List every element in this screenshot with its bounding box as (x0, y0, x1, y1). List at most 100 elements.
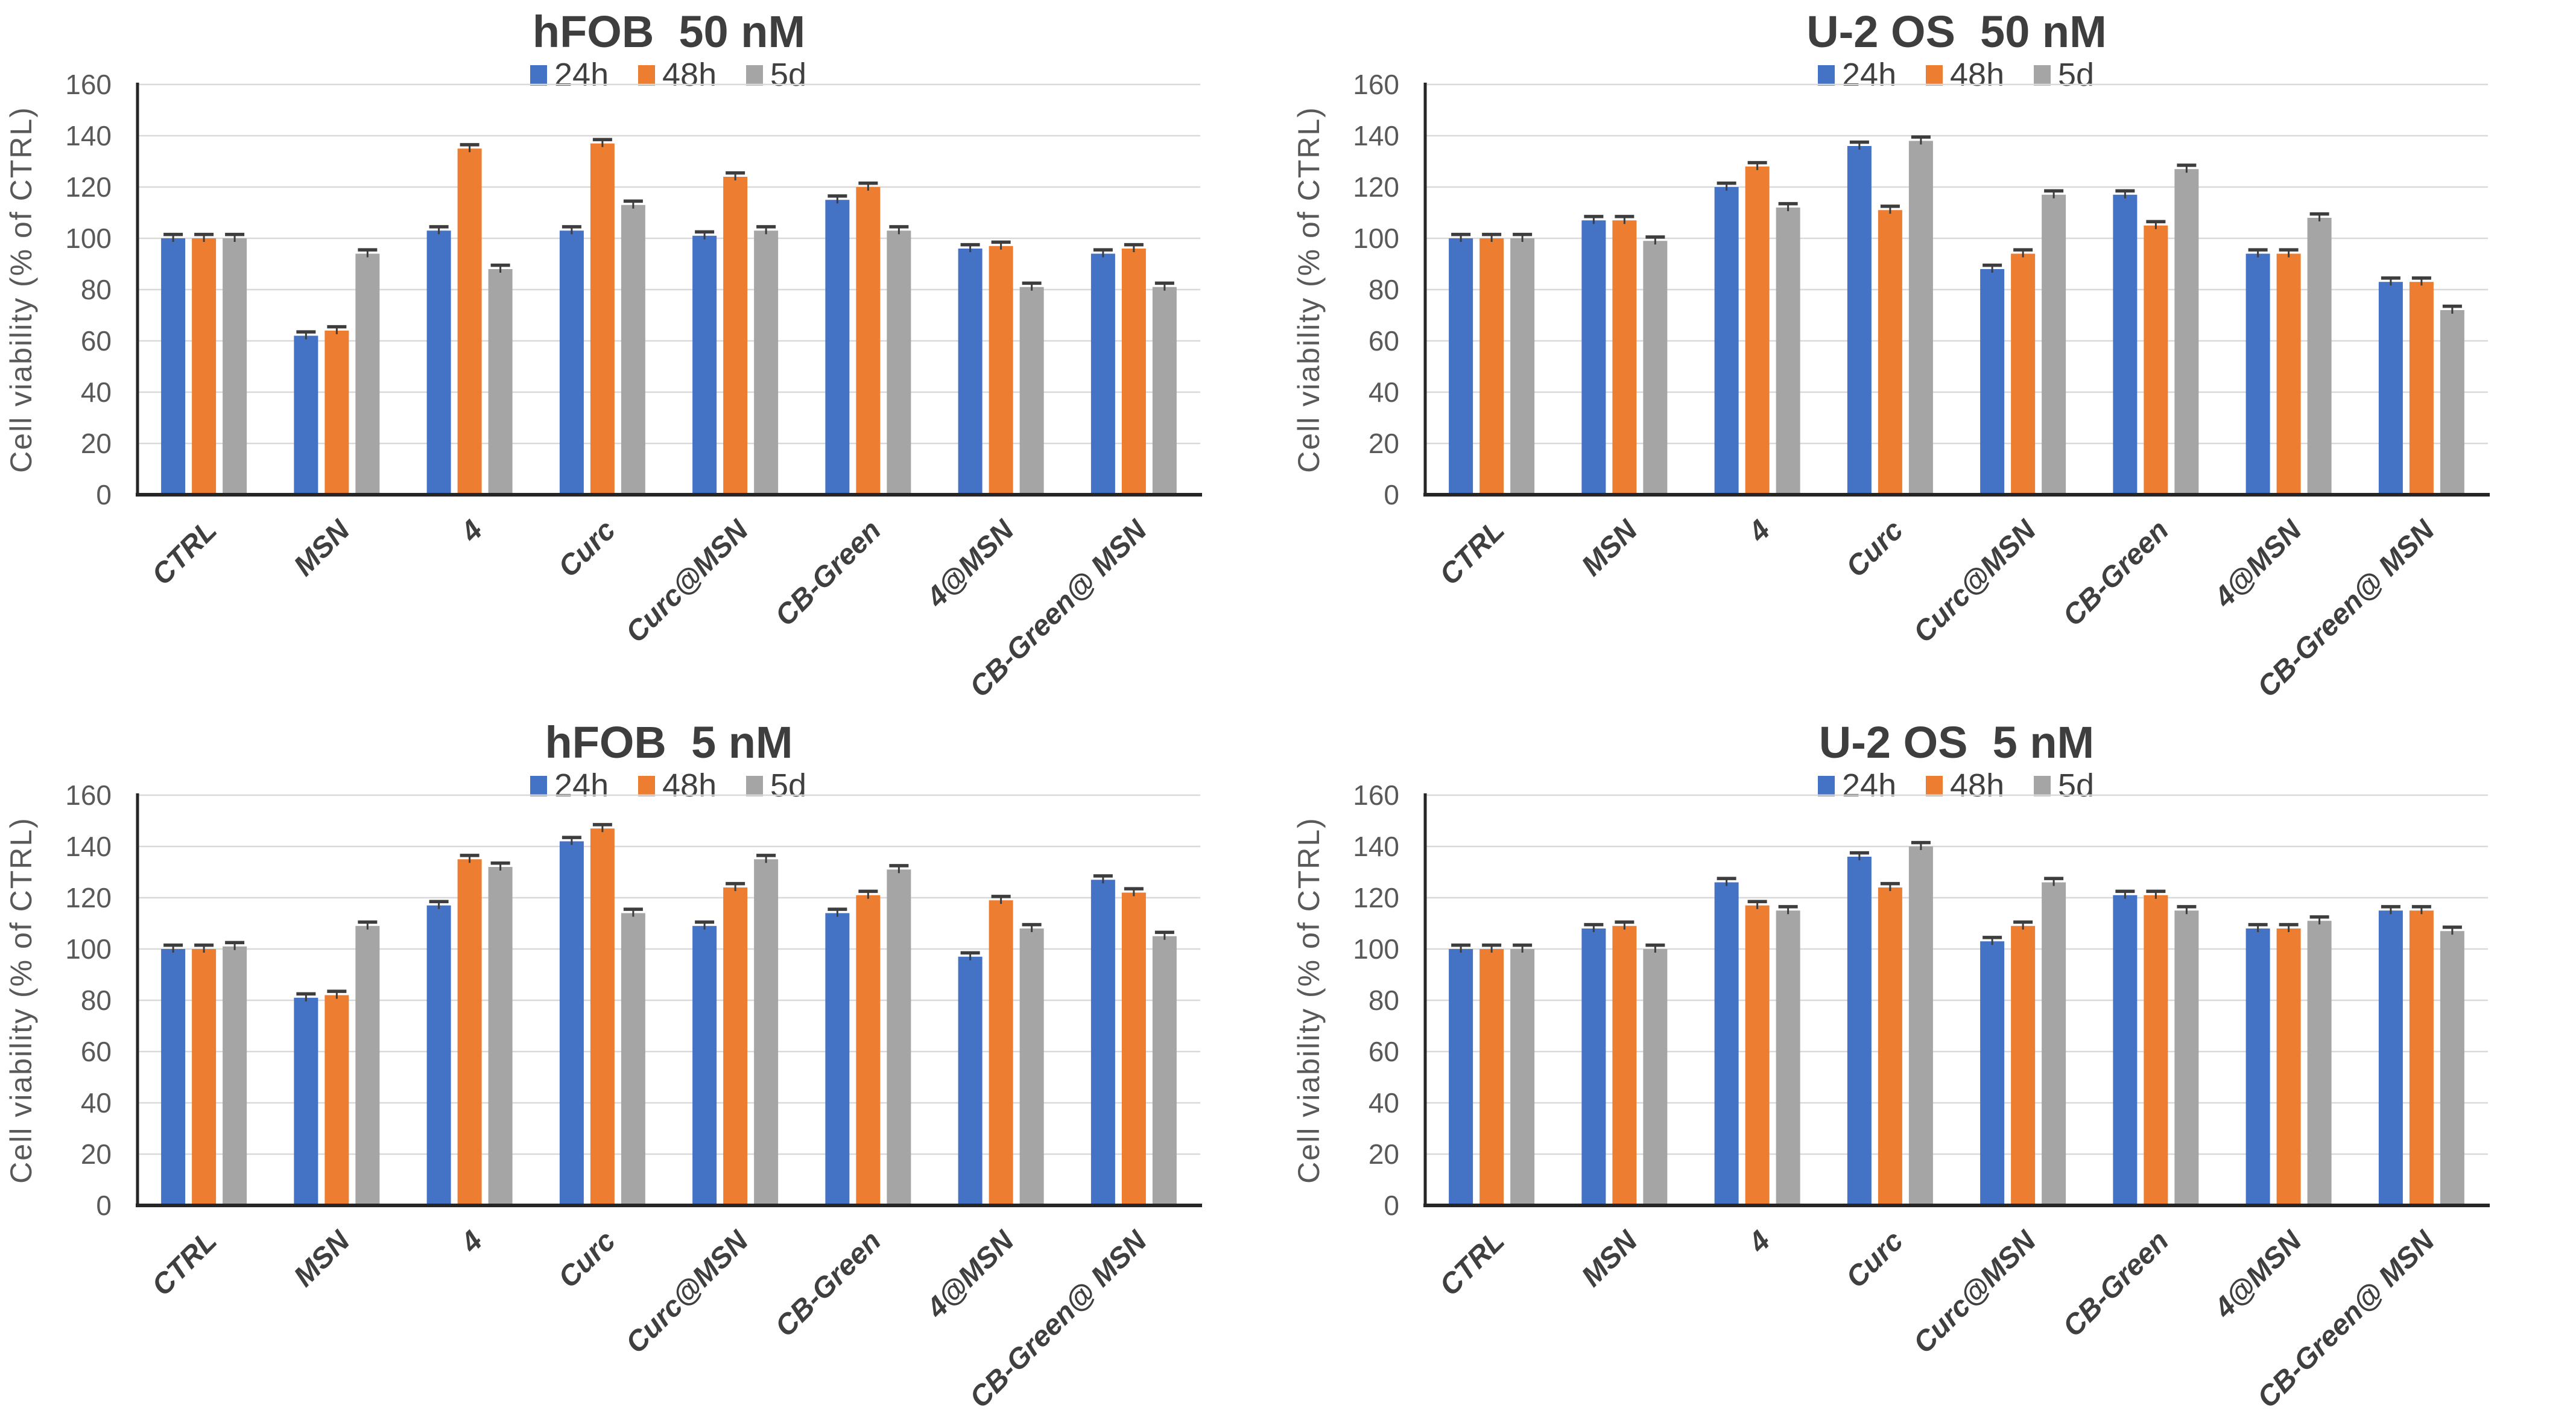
bar-48h-Curc (1878, 887, 1902, 1205)
bar-24h-CB-Green@ MSN (2378, 282, 2403, 495)
bar-24h-4@MSN (2245, 253, 2270, 495)
bar-5d-MSN (1643, 949, 1668, 1205)
x-category-label: CTRL (1434, 514, 1511, 591)
x-category-label: Curc@MSN (1908, 513, 2043, 649)
bar-5d-MSN (355, 253, 380, 495)
bar-48h-4@MSN (989, 246, 1013, 495)
bar-48h-CB-Green@ MSN (2409, 282, 2434, 495)
x-category-label: 4@MSN (2208, 513, 2309, 614)
bar-48h-CTRL (192, 238, 217, 495)
bar-24h-CB-Green@ MSN (1090, 880, 1115, 1205)
bar-48h-CTRL (1479, 238, 1504, 495)
bar-5d-CTRL (223, 238, 247, 495)
bar-24h-Curc (559, 230, 584, 495)
y-tick-label: 40 (81, 1087, 112, 1119)
x-category-label: MSN (1575, 1224, 1644, 1293)
bar-5d-Curc (1908, 141, 1933, 495)
y-tick-label: 120 (65, 882, 112, 913)
x-category-label: 4@MSN (2208, 1224, 2309, 1325)
bar-48h-Curc@MSN (723, 887, 748, 1205)
x-category-label: CTRL (1434, 1225, 1511, 1302)
legend-swatch-48h (638, 776, 655, 796)
y-tick-label: 0 (1384, 479, 1399, 510)
bar-24h-Curc (1847, 146, 1872, 495)
bar-5d-MSN (355, 925, 380, 1205)
bar-5d-Curc (1908, 846, 1933, 1205)
legend-label-5d: 5d (2058, 57, 2094, 93)
legend-label-5d: 5d (770, 767, 806, 804)
bar-48h-CB-Green (856, 895, 881, 1205)
legend-swatch-48h (1926, 776, 1943, 796)
panel-hfob-5nm: hFOB 5 nM 24h 48h 5d 0 20 40 60 80 100 120 140 160 Ce… (0, 711, 1288, 1422)
y-axis-title: Cell viability (% of CTRL) (4, 106, 38, 473)
bar-24h-CB-Green (825, 913, 850, 1205)
bar-48h-CB-Green (856, 187, 881, 495)
y-tick-label: 120 (1353, 882, 1399, 913)
y-tick-label: 100 (1353, 933, 1399, 965)
y-tick-label: 60 (81, 325, 112, 357)
panel-u2os-50nm: U-2 OS 50 nM 24h 48h 5d 0 20 40 60 80 100 120 140 16… (1288, 0, 2576, 711)
bar-5d-4 (1776, 910, 1800, 1205)
bar-48h-MSN (324, 331, 349, 495)
y-tick-label: 20 (81, 428, 112, 459)
bar-24h-4 (426, 230, 451, 495)
y-tick-label: 40 (1369, 1087, 1399, 1119)
bar-48h-CB-Green (2144, 895, 2168, 1205)
bar-48h-Curc (1878, 210, 1902, 495)
y-tick-label: 100 (65, 933, 112, 965)
x-category-label: 4 (1742, 1225, 1776, 1259)
x-category-label: Curc@MSN (1908, 1224, 2043, 1359)
bar-48h-4 (457, 859, 482, 1205)
legend-label-24h: 24h (554, 767, 609, 804)
bar-24h-CB-Green (825, 200, 850, 495)
x-category-label: MSN (288, 513, 356, 582)
y-tick-label: 140 (65, 831, 112, 862)
y-tick-label: 120 (65, 171, 112, 203)
y-tick-label: 20 (1369, 1138, 1399, 1170)
y-tick-label: 160 (65, 69, 112, 100)
bar-48h-MSN (1612, 220, 1637, 495)
x-category-label: Curc (1840, 514, 1910, 583)
y-tick-label: 160 (1353, 69, 1399, 100)
bar-48h-CB-Green (2144, 225, 2168, 495)
bar-5d-CB-Green@ MSN (1152, 936, 1177, 1205)
bar-5d-Curc@MSN (2042, 882, 2066, 1205)
bar-48h-CB-Green@ MSN (2409, 910, 2434, 1205)
bar-24h-MSN (294, 335, 318, 495)
legend-swatch-24h (1818, 776, 1835, 796)
bar-24h-CTRL (161, 238, 186, 495)
bar-24h-Curc@MSN (692, 235, 717, 495)
legend-swatch-5d (746, 776, 763, 796)
x-category-label: 4@MSN (920, 1224, 1021, 1325)
chart-title: hFOB 5 nM (545, 717, 793, 767)
y-tick-label: 40 (81, 376, 112, 408)
legend-label-48h: 48h (1950, 57, 2004, 93)
bar-48h-CB-Green@ MSN (1121, 249, 1146, 495)
x-category-label: CB-Green (2057, 514, 2175, 632)
x-category-label: 4 (454, 1225, 489, 1259)
bar-24h-MSN (1581, 220, 1606, 495)
y-tick-label: 140 (1353, 831, 1399, 862)
bar-48h-4@MSN (989, 900, 1013, 1205)
bar-24h-MSN (294, 997, 318, 1205)
bar-5d-CB-Green (2174, 169, 2199, 495)
y-tick-label: 80 (81, 274, 112, 305)
bar-5d-CB-Green@ MSN (2440, 310, 2464, 495)
x-category-label: CTRL (146, 514, 223, 591)
y-tick-label: 60 (81, 1036, 112, 1067)
bar-5d-4 (1776, 208, 1800, 495)
bar-48h-Curc@MSN (2011, 925, 2036, 1205)
bar-48h-Curc (590, 828, 615, 1205)
bar-24h-CTRL (1449, 238, 1473, 495)
y-tick-label: 20 (81, 1138, 112, 1170)
bar-24h-4@MSN (958, 249, 983, 495)
x-category-label: CB-Green (769, 1225, 887, 1343)
x-category-label: CB-Green (2057, 1225, 2175, 1343)
legend-swatch-24h (530, 65, 547, 86)
chart-title: U-2 OS 5 nM (1819, 717, 2094, 767)
x-category-label: Curc (1840, 1225, 1910, 1294)
legend-swatch-5d (746, 65, 763, 86)
